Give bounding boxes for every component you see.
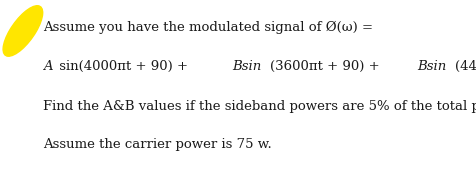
Text: Find the A&B values if the sideband powers are 5% of the total power.: Find the A&B values if the sideband powe… (43, 100, 476, 113)
Text: Bsin: Bsin (232, 60, 261, 73)
Text: (3600πt + 90) +: (3600πt + 90) + (269, 60, 383, 73)
Text: (4400πt + 90).: (4400πt + 90). (454, 60, 476, 73)
Text: Bsin: Bsin (416, 60, 446, 73)
Text: A: A (43, 60, 52, 73)
Text: Assume the carrier power is 75 w.: Assume the carrier power is 75 w. (43, 138, 271, 151)
Ellipse shape (3, 6, 43, 56)
Text: sin(4000πt + 90) +: sin(4000πt + 90) + (55, 60, 192, 73)
Text: Assume you have the modulated signal of Ø(ω) =: Assume you have the modulated signal of … (43, 21, 372, 34)
